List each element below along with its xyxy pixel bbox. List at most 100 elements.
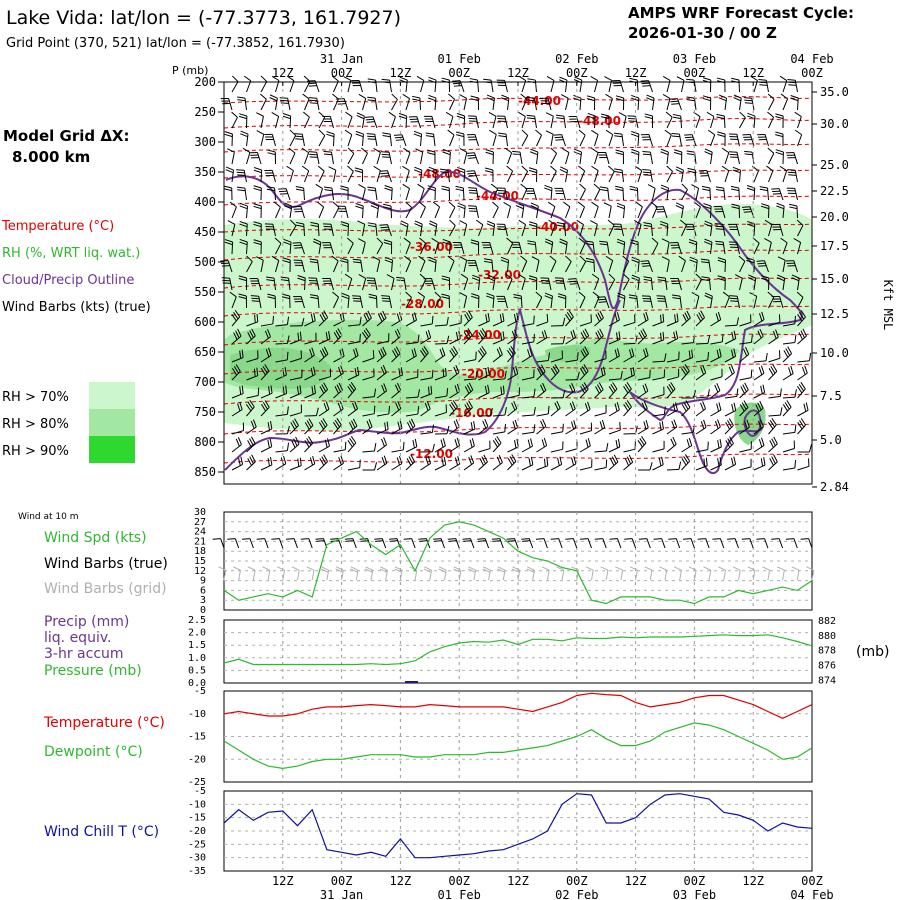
wind-barb-feather [292, 420, 298, 428]
wind-barb-feather [269, 438, 273, 447]
wind-barb-feather [233, 311, 239, 320]
wind-barb-feather [478, 332, 484, 340]
wind-barb-feather [623, 386, 629, 394]
legend-wind-barbs: Wind Barbs (kts) (true) [2, 300, 151, 315]
wind-barb-feather [352, 297, 361, 300]
wind-barb [637, 355, 649, 363]
wind-barb [608, 446, 621, 453]
wind-barb [478, 392, 490, 399]
wind-barb [753, 187, 756, 201]
wind-barb-feather [768, 368, 774, 376]
wind-barb [331, 188, 334, 201]
wind-barb-feather [584, 346, 590, 354]
wind-barb-feather [550, 147, 557, 154]
wind-barb-feather [321, 312, 327, 320]
wind-barb-feather [477, 538, 486, 540]
wind-barb [521, 98, 528, 111]
wind-barb [344, 206, 349, 219]
wind-barb [550, 464, 562, 471]
pressure-tick-label: 500 [194, 255, 216, 269]
wind-barb-feather [382, 135, 391, 138]
wind-barb [246, 261, 253, 273]
left-tick-label: -20 [188, 826, 206, 837]
wind-barb [623, 342, 636, 345]
wind-barb [317, 296, 320, 309]
wind-barb-feather [775, 149, 784, 153]
wind-barb-feather [498, 132, 507, 135]
wind-barb [260, 392, 273, 399]
wind-barb-feather [373, 443, 377, 452]
bottom-date-label: 03 Feb [673, 888, 716, 900]
wind-barb [739, 117, 746, 129]
wind-barb-feather [447, 255, 455, 262]
wind-barb-feather [592, 291, 600, 298]
wind-barb [405, 242, 411, 255]
wind-barb-feather [618, 112, 627, 117]
wind-barb-feather [239, 386, 242, 395]
wind-barb-feather [794, 460, 797, 469]
windchill-series [223, 793, 813, 859]
wind-barb-feather [509, 456, 515, 464]
wind-barb [623, 279, 630, 291]
wind-barb [536, 371, 546, 381]
wind-barb-feather [373, 388, 377, 397]
wind-barb-feather [529, 347, 533, 356]
wind-barb-feather [527, 242, 536, 246]
wind-barb [260, 134, 265, 147]
wind-barb-feather [405, 291, 412, 298]
wind-barb-feather [380, 348, 385, 357]
wind-barb [793, 152, 798, 165]
altitude-tick-label: 22.5 [820, 184, 849, 198]
wind-barb-feather [771, 456, 776, 464]
wind-barb-feather [431, 424, 435, 433]
wind-barb [631, 538, 637, 549]
wind-barb-feather [785, 348, 791, 356]
wind-barb [449, 426, 460, 435]
wind-barb-feather [717, 257, 726, 261]
wind-barb-feather [466, 312, 471, 320]
wind-barb-feather [559, 456, 563, 465]
wind-barb-feather [446, 316, 449, 326]
wind-barb [623, 206, 626, 219]
wind-barb [679, 570, 682, 581]
wind-barb [243, 170, 247, 183]
wind-barb [260, 336, 271, 345]
wind-barb-feather [800, 310, 806, 318]
wind-barb-feather [295, 188, 304, 192]
wind-barb-feather [585, 257, 594, 261]
wind-barb-feather [513, 313, 517, 322]
wind-barb [391, 335, 402, 345]
wind-barb-feather [657, 279, 666, 282]
wind-barb-feather [358, 184, 366, 189]
wind-barb-feather [798, 312, 805, 320]
wind-barb-feather [330, 538, 339, 540]
wind-barb [695, 465, 708, 471]
wind-barb-feather [338, 382, 343, 391]
wind-barb-feather [552, 366, 558, 374]
wind-barb-feather [527, 78, 536, 81]
wind-barb [260, 446, 272, 453]
wind-barb-feather [688, 239, 697, 243]
wind-barb-feather [316, 407, 319, 416]
wind-barb-feather [487, 366, 490, 375]
wind-barb-feather [598, 301, 607, 303]
wind-barb-feather [252, 419, 257, 428]
wind-barb-feather [413, 130, 422, 135]
wind-barb [429, 570, 433, 581]
wind-barb-feather [643, 224, 652, 228]
wind-barb-feather [678, 461, 682, 470]
wind-barb [521, 323, 534, 327]
wind-barb-feather [640, 330, 646, 338]
altitude-tick-label: 30.0 [820, 117, 849, 131]
wind-barb-feather [732, 166, 741, 171]
wind-barb-feather [299, 457, 302, 466]
wind-barb [652, 243, 659, 255]
wind-barb-feather [766, 165, 774, 172]
wind-barb [260, 323, 273, 327]
mb-unit-label: (mb) [856, 644, 889, 660]
wind-barb-feather [721, 147, 730, 154]
wind-barb-feather [700, 258, 709, 261]
pressure-series [223, 634, 813, 666]
pressure-tick-label: 600 [194, 315, 216, 329]
